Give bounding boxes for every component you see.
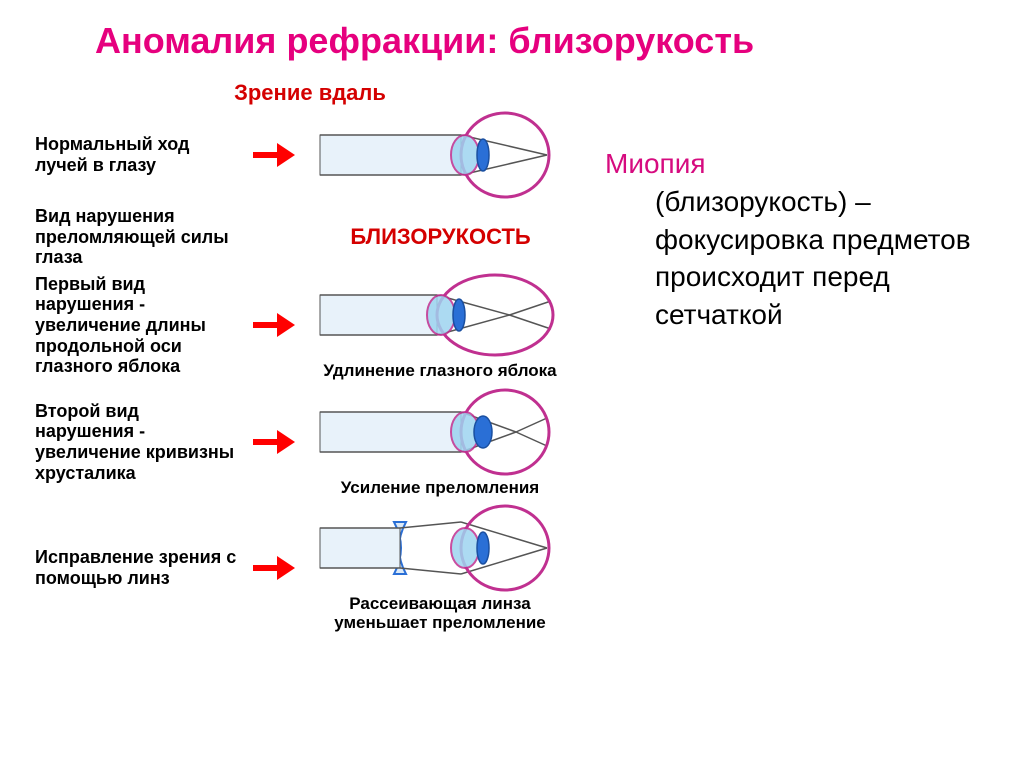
diagram-column: Зрение вдаль Нормальный ход лучей в глаз… [35,78,585,639]
arrow-icon [251,548,295,588]
eye-diagram-axial [295,270,585,360]
caption-refractive: Усиление преломления [341,479,539,498]
arrow-cell [251,548,295,588]
diagram-row-correction: Исправление зрения с помощью линз Рассеи… [35,503,585,632]
arrow-icon [251,135,295,175]
diagram-row-normal: Нормальный ход лучей в глазу [35,110,585,200]
eye-diagram-normal [295,110,585,200]
arrow-cell [251,422,295,462]
slide: Аномалия рефракции: близорукость Зрение … [0,0,1024,767]
arrow-icon [251,422,295,462]
diagram-row-axial: Первый вид нарушения - увеличение длины … [35,270,585,381]
arrow-icon [251,305,295,345]
section-header-distance: Зрение вдаль [35,80,585,106]
diagram-row-myopia-header: Вид нарушения преломляющей силы глаза БЛ… [35,206,585,268]
definition-term: Миопия [605,145,1005,183]
label-normal: Нормальный ход лучей в глазу [35,134,251,175]
label-myopia-type: Вид нарушения преломляющей силы глаза [35,206,252,268]
caption-axial: Удлинение глазного яблока [323,362,556,381]
eye-cell-refractive: Усиление преломления [295,387,585,498]
eye-cell-normal [295,110,585,200]
eye-diagram-correction [295,503,585,593]
arrow-cell [251,135,295,175]
eye-cell-header: БЛИЗОРУКОСТЬ [296,224,585,250]
definition-block: Миопия (близорукость) – фокусировка пред… [605,145,1005,334]
label-axial: Первый вид нарушения - увеличение длины … [35,274,251,377]
eye-diagram-refractive [295,387,585,477]
definition-body: (близорукость) – фокусировка предметов п… [655,183,1005,334]
diagram-row-refractive: Второй вид нарушения - увеличение кривиз… [35,387,585,498]
label-refractive: Второй вид нарушения - увеличение кривиз… [35,401,251,484]
page-title: Аномалия рефракции: близорукость [95,20,754,62]
label-correction: Исправление зрения с помощью линз [35,547,251,588]
arrow-cell [251,305,295,345]
section-header-myopia: БЛИЗОРУКОСТЬ [350,224,530,250]
eye-cell-correction: Рассеивающая линза уменьшает преломление [295,503,585,632]
eye-cell-axial: Удлинение глазного яблока [295,270,585,381]
caption-correction: Рассеивающая линза уменьшает преломление [310,595,570,632]
